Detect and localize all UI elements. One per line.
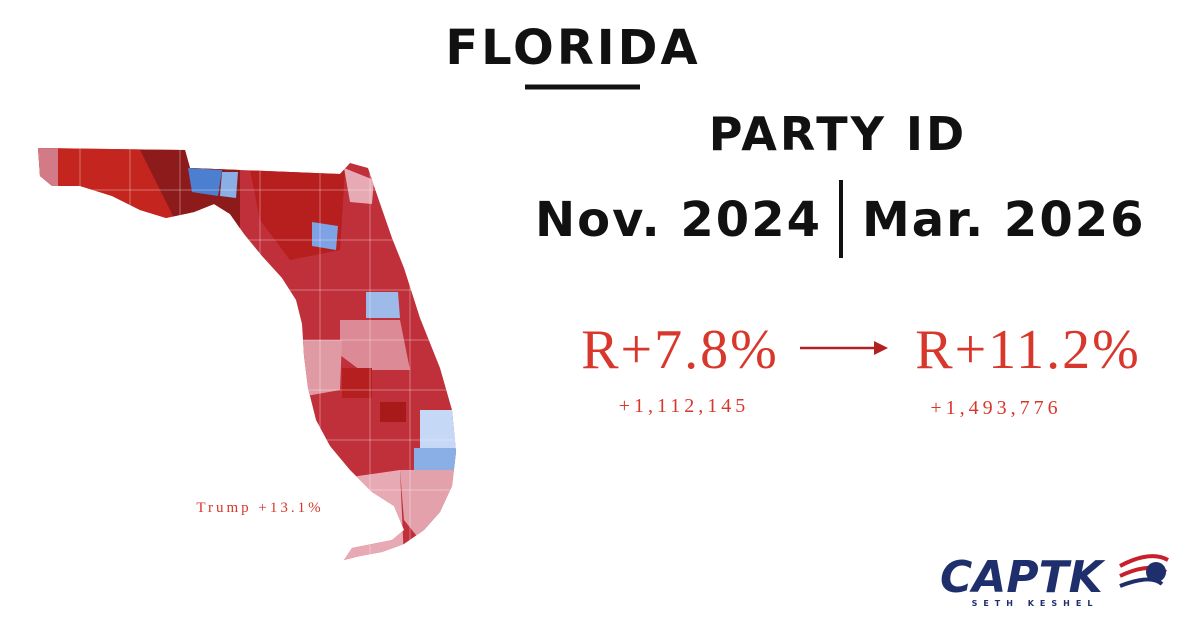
county-region [414, 448, 456, 470]
subtitle: PARTY ID [709, 107, 967, 161]
county-region [344, 168, 374, 204]
date-from: Nov. 2024 [535, 192, 822, 248]
county-region [312, 222, 338, 250]
county-region [342, 368, 372, 398]
county-region [420, 410, 456, 448]
count-to: +1,493,776 [930, 397, 1061, 419]
county-region [188, 168, 222, 196]
count-from: +1,112,145 [619, 395, 750, 417]
title: FLORIDA [445, 20, 700, 76]
logo-tagline: SETH KESHEL [972, 599, 1099, 608]
margin-to: R+11.2% [915, 319, 1141, 381]
county-region [220, 172, 238, 198]
margin-from: R+7.8% [581, 319, 779, 381]
logo-name: CAPTK [940, 552, 1106, 603]
logo: CAPTK SETH KESHEL [940, 552, 1169, 608]
county-region [296, 340, 342, 396]
arrow [800, 341, 888, 355]
county-region [340, 320, 410, 370]
date-to: Mar. 2026 [862, 192, 1146, 248]
map-annotation: Trump +13.1% [196, 500, 323, 516]
county-region [366, 292, 400, 318]
county-region [380, 402, 406, 422]
logo-stripes [1119, 554, 1169, 588]
